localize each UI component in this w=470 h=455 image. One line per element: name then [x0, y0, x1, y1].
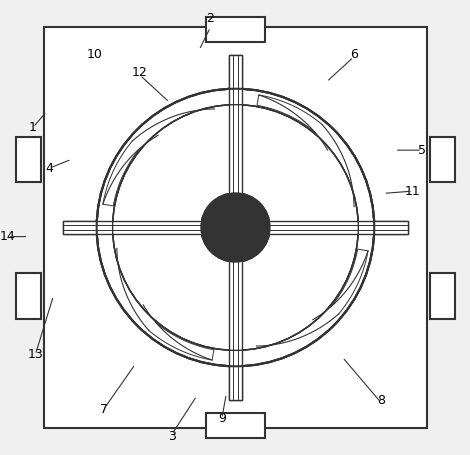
Text: 12: 12	[132, 66, 148, 79]
Text: 2: 2	[206, 12, 214, 25]
FancyBboxPatch shape	[228, 55, 243, 400]
FancyBboxPatch shape	[16, 273, 41, 318]
Text: 3: 3	[168, 430, 176, 443]
Text: 13: 13	[27, 349, 43, 361]
Text: 11: 11	[405, 185, 421, 197]
Circle shape	[201, 193, 270, 262]
FancyBboxPatch shape	[16, 136, 41, 182]
FancyBboxPatch shape	[63, 221, 408, 234]
Text: 10: 10	[86, 48, 102, 61]
FancyBboxPatch shape	[206, 17, 265, 42]
Text: 1: 1	[29, 121, 37, 134]
FancyBboxPatch shape	[430, 136, 455, 182]
FancyBboxPatch shape	[206, 413, 265, 438]
Circle shape	[201, 193, 270, 262]
Text: 4: 4	[45, 162, 53, 175]
FancyBboxPatch shape	[430, 273, 455, 318]
Text: 14: 14	[0, 230, 16, 243]
Text: 6: 6	[350, 48, 358, 61]
Text: 5: 5	[418, 144, 426, 157]
FancyBboxPatch shape	[228, 55, 243, 400]
Text: 7: 7	[100, 403, 108, 416]
FancyBboxPatch shape	[63, 221, 408, 234]
FancyBboxPatch shape	[44, 27, 427, 428]
Text: 8: 8	[377, 394, 385, 407]
Circle shape	[97, 89, 374, 366]
Text: 9: 9	[218, 412, 226, 425]
Circle shape	[201, 193, 270, 262]
